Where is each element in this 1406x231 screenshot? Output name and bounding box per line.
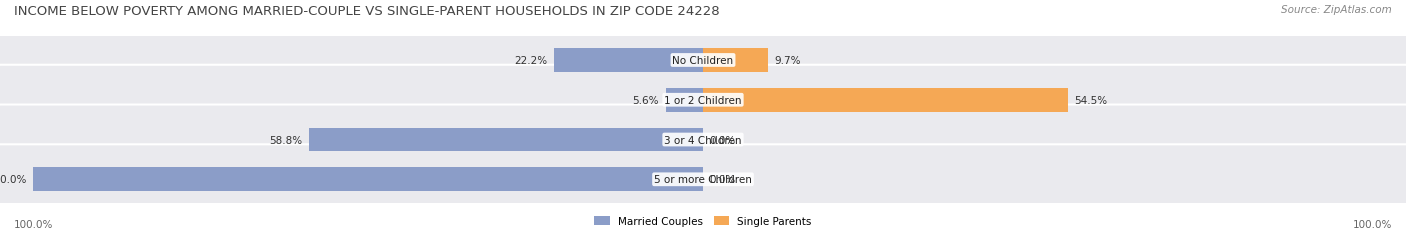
Text: 58.8%: 58.8% [270, 135, 302, 145]
Bar [554, 49, 703, 73]
Text: 54.5%: 54.5% [1074, 95, 1108, 105]
Text: 5 or more Children: 5 or more Children [654, 175, 752, 185]
Bar [703, 49, 768, 73]
FancyBboxPatch shape [0, 105, 1406, 175]
Text: 0.0%: 0.0% [710, 135, 735, 145]
Bar [703, 88, 1069, 112]
Legend: Married Couples, Single Parents: Married Couples, Single Parents [595, 216, 811, 226]
Text: 0.0%: 0.0% [710, 175, 735, 185]
Text: 22.2%: 22.2% [515, 56, 548, 66]
Text: INCOME BELOW POVERTY AMONG MARRIED-COUPLE VS SINGLE-PARENT HOUSEHOLDS IN ZIP COD: INCOME BELOW POVERTY AMONG MARRIED-COUPL… [14, 5, 720, 18]
Text: 5.6%: 5.6% [633, 95, 659, 105]
FancyBboxPatch shape [0, 26, 1406, 96]
Text: 100.0%: 100.0% [14, 219, 53, 229]
Text: Source: ZipAtlas.com: Source: ZipAtlas.com [1281, 5, 1392, 15]
Text: No Children: No Children [672, 56, 734, 66]
Text: 3 or 4 Children: 3 or 4 Children [664, 135, 742, 145]
Bar [34, 168, 703, 191]
Text: 1 or 2 Children: 1 or 2 Children [664, 95, 742, 105]
Bar [665, 88, 703, 112]
Text: 9.7%: 9.7% [775, 56, 801, 66]
Text: 100.0%: 100.0% [0, 175, 27, 185]
FancyBboxPatch shape [0, 65, 1406, 135]
Bar [309, 128, 703, 152]
Text: 100.0%: 100.0% [1353, 219, 1392, 229]
FancyBboxPatch shape [0, 145, 1406, 214]
